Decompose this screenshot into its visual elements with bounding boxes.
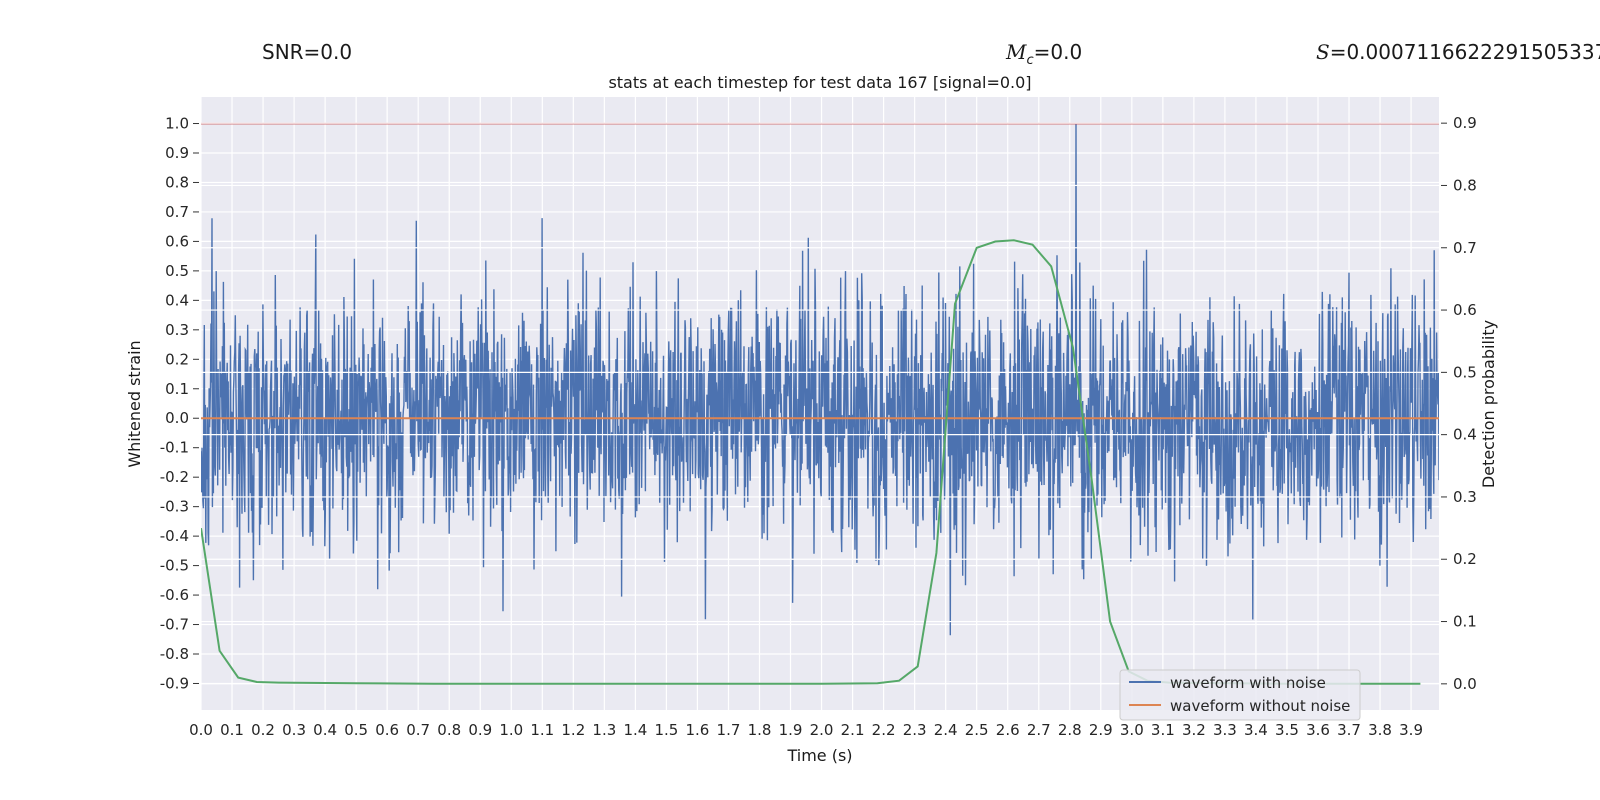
y-tick-label: 0.8 [165,173,189,191]
x-tick-label: 0.1 [220,721,244,739]
s-statistic-label: S=0.0007116622291505337 [1316,40,1600,64]
y-tick-label: -0.2 [160,468,189,486]
x-tick-label: 2.0 [810,721,834,739]
x-tick-label: 2.2 [872,721,896,739]
x-tick-label: 2.3 [903,721,927,739]
series-waveform-with-noise [201,123,1439,636]
y2-tick-label: 0.7 [1453,239,1477,257]
y-tick-label: -0.1 [160,439,189,457]
x-tick-label: 3.9 [1399,721,1423,739]
x-tick-label: 1.2 [561,721,585,739]
right-axis-grid [201,122,1439,685]
y-tick-label: -0.4 [160,527,189,545]
x-tick-label: 1.5 [654,721,678,739]
x-tick-label: 1.7 [717,721,741,739]
y-tick-label: 1.0 [165,115,189,133]
y-tick-label: 0.6 [165,232,189,250]
x-tick-label: 2.6 [996,721,1020,739]
y-axis-ticks: 1.0 0.9 0.8 0.7 0.6 0.5 0.4 0.3 0.2 0.1 0.0 -0.1 -0.… [160,115,199,692]
x-tick-label: 3.8 [1368,721,1392,739]
x-tick-label: 0.4 [313,721,337,739]
x-tick-label: 1.1 [530,721,554,739]
y-tick-label: 0.9 [165,144,189,162]
x-tick-label: 3.3 [1213,721,1237,739]
x-tick-label: 2.4 [934,721,958,739]
legend-box [1119,669,1361,721]
x-tick-label: 0.0 [189,721,213,739]
x-tick-label: 1.3 [592,721,616,739]
x-tick-label: 3.0 [1120,721,1144,739]
y2-tick-label: 0.4 [1453,426,1477,444]
y2-tick-label: 0.6 [1453,301,1477,319]
x-tick-label: 1.4 [623,721,647,739]
x-axis-ticks: 0.0 0.1 0.2 0.3 0.4 0.5 0.6 0.7 0.8 0.9 1.0 1.1 1.2 1… [189,721,1423,739]
x-tick-label: 2.9 [1089,721,1113,739]
legend-label-clean: waveform without noise [1170,697,1350,715]
x-tick-label: 0.2 [251,721,275,739]
chirp-mass-label: Mc=0.0 [1006,40,1083,68]
x-tick-label: 0.5 [344,721,368,739]
y2-tick-label: 0.8 [1453,176,1477,194]
x-tick-label: 2.5 [965,721,989,739]
y2-axis-label: Detection probability [1479,320,1498,488]
y-tick-label: -0.6 [160,586,189,604]
chart-title: stats at each timestep for test data 167… [608,73,1031,92]
y-tick-label: 0.3 [165,321,189,339]
y2-tick-label: 0.9 [1453,114,1477,132]
x-tick-label: 2.8 [1058,721,1082,739]
snr-label: SNR=0.0 [262,40,353,64]
y-tick-label: 0.1 [165,380,189,398]
x-tick-label: 0.9 [468,721,492,739]
x-axis-label: Time (s) [786,746,852,765]
x-tick-label: 3.6 [1306,721,1330,739]
y-tick-label: -0.8 [160,645,189,663]
y2-tick-label: 0.0 [1453,675,1477,693]
y-tick-label: -0.5 [160,557,189,575]
y-tick-label: -0.9 [160,674,189,692]
y-tick-label: -0.3 [160,498,189,516]
y2-tick-label: 0.2 [1453,550,1477,568]
legend-label-noise: waveform with noise [1170,674,1326,692]
x-tick-label: 1.8 [748,721,772,739]
series-detection-probability [201,239,1421,685]
x-tick-label: 3.2 [1182,721,1206,739]
x-tick-label: 3.5 [1275,721,1299,739]
x-tick-label: 3.7 [1337,721,1361,739]
y2-tick-label: 0.1 [1453,613,1477,631]
x-tick-label: 3.1 [1151,721,1175,739]
y2-tick-label: 0.3 [1453,488,1477,506]
y-tick-label: 0.0 [165,409,189,427]
x-tick-label: 1.6 [686,721,710,739]
y-tick-label: -0.7 [160,616,189,634]
y-tick-label: 0.2 [165,350,189,368]
y-tick-label: 0.4 [165,291,189,309]
y2-axis-ticks: 0.9 0.8 0.7 0.6 0.5 0.4 0.3 0.2 0.1 0.0 [1441,114,1477,693]
y-tick-label: 0.5 [165,262,189,280]
x-tick-label: 0.8 [437,721,461,739]
x-tick-label: 0.7 [406,721,430,739]
y-axis-label: Whitened strain [125,340,144,467]
x-tick-label: 0.6 [375,721,399,739]
y-tick-label: 0.7 [165,203,189,221]
legend: waveform with noise waveform without noi… [1119,669,1361,721]
x-tick-label: 2.1 [841,721,865,739]
x-tick-label: 1.9 [779,721,803,739]
x-tick-label: 0.3 [282,721,306,739]
x-tick-label: 1.0 [499,721,523,739]
x-tick-label: 3.4 [1244,721,1268,739]
y2-tick-label: 0.5 [1453,363,1477,381]
x-tick-label: 2.7 [1027,721,1051,739]
